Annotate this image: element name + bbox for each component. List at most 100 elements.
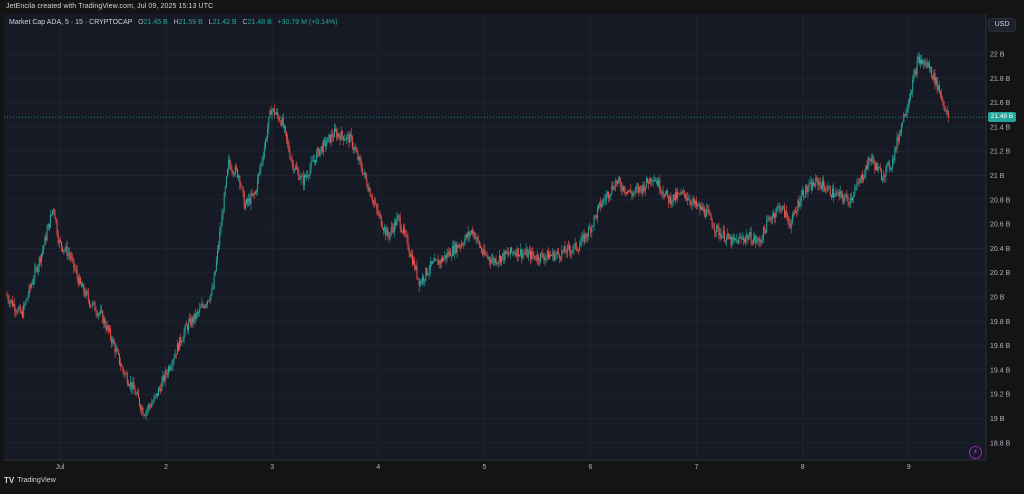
candle-body <box>559 254 561 259</box>
candle-body <box>475 238 477 240</box>
candle-body <box>620 182 622 188</box>
price-tick-label: 20 B <box>990 295 1005 302</box>
low-value: 21.42 B <box>212 19 237 26</box>
candle-body <box>229 159 231 165</box>
candle-body <box>670 196 672 205</box>
candle-body <box>191 317 193 326</box>
lightning-icon[interactable]: ⚡ <box>969 446 982 459</box>
candle-body <box>696 200 698 207</box>
candle-body <box>626 190 628 194</box>
candle-body <box>336 130 338 138</box>
candle-body <box>710 214 712 221</box>
candle-body <box>824 186 826 191</box>
candle-body <box>115 348 117 353</box>
candle-body <box>141 407 143 411</box>
candle-body <box>407 237 409 249</box>
candle-body <box>408 248 410 254</box>
candle-body <box>218 245 220 250</box>
candle-body <box>145 410 147 416</box>
candle-body <box>370 196 372 199</box>
candle-body <box>848 202 850 205</box>
candle-body <box>546 250 548 257</box>
candle-body <box>96 313 98 316</box>
candle-body <box>173 358 175 361</box>
price-tick-label: 19.4 B <box>990 367 1011 374</box>
candle-body <box>57 234 59 243</box>
candle-body <box>268 117 270 129</box>
candle-body <box>305 175 307 178</box>
candle-body <box>530 250 532 260</box>
candle-body <box>107 325 109 331</box>
candle-body <box>271 110 273 115</box>
candle-body <box>421 276 423 283</box>
candle-body <box>37 266 39 272</box>
candle-body <box>736 239 738 241</box>
candle-body <box>488 256 490 261</box>
candle-body <box>174 353 176 359</box>
candle-body <box>12 300 14 307</box>
candle-body <box>279 120 281 122</box>
candle-body <box>154 396 156 398</box>
candle-body <box>381 225 383 229</box>
candle-body <box>116 348 118 351</box>
candle-body <box>186 325 188 331</box>
candle-body <box>329 134 331 143</box>
candle-body <box>915 70 917 75</box>
candle-body <box>159 388 161 390</box>
candle-body <box>30 284 32 288</box>
candle-body <box>746 235 748 239</box>
candle-body <box>631 192 633 196</box>
candle-body <box>449 250 451 257</box>
time-tick-label: 4 <box>376 464 380 471</box>
candle-body <box>335 128 337 131</box>
candle-body <box>923 59 925 65</box>
currency-button[interactable]: USD <box>988 18 1016 32</box>
candle-body <box>868 157 870 161</box>
candle-body <box>524 253 526 255</box>
candle-body <box>650 177 652 183</box>
candle-body <box>729 236 731 239</box>
candle-body <box>880 171 882 180</box>
candle-body <box>110 328 112 339</box>
candle-body <box>816 177 818 179</box>
time-tick-label: 9 <box>907 464 911 471</box>
candle-body <box>796 210 798 212</box>
change-value: +30.79 M (+0.14%) <box>277 19 338 26</box>
candle-body <box>508 253 510 255</box>
candle-body <box>36 267 38 272</box>
candle-body <box>766 219 768 233</box>
candle-body <box>860 174 862 179</box>
candle-body <box>269 110 271 118</box>
candle-body <box>389 232 391 238</box>
candle-body <box>374 201 376 204</box>
candle-body <box>85 290 87 297</box>
candle-body <box>297 169 299 172</box>
candle-body <box>453 246 455 255</box>
candle-body <box>250 193 252 205</box>
candle-body <box>521 249 523 258</box>
candle-body <box>800 194 802 203</box>
candle-body <box>897 137 899 141</box>
candle-body <box>140 405 142 411</box>
price-tick-label: 21.2 B <box>990 149 1011 156</box>
candle-body <box>205 304 207 306</box>
candle-body <box>504 250 506 261</box>
symbol-label[interactable]: Market Cap ADA, 5 · 15 · CRYPTOCAP <box>9 19 133 26</box>
candle-body <box>698 204 700 206</box>
candle-body <box>931 67 933 77</box>
candle-body <box>302 176 304 186</box>
tradingview-footer[interactable]: TV TradingView <box>4 476 56 485</box>
candle-body <box>798 200 800 207</box>
candle-body <box>747 235 749 240</box>
candle-body <box>510 247 512 254</box>
candle-body <box>350 133 352 137</box>
candle-body <box>160 388 162 392</box>
candle-body <box>788 219 790 225</box>
candle-body <box>332 137 334 138</box>
plot-area[interactable] <box>4 14 986 460</box>
candle-body <box>254 191 256 194</box>
candle-body <box>599 202 601 205</box>
candle-body <box>506 252 508 254</box>
candle-body <box>805 185 807 197</box>
